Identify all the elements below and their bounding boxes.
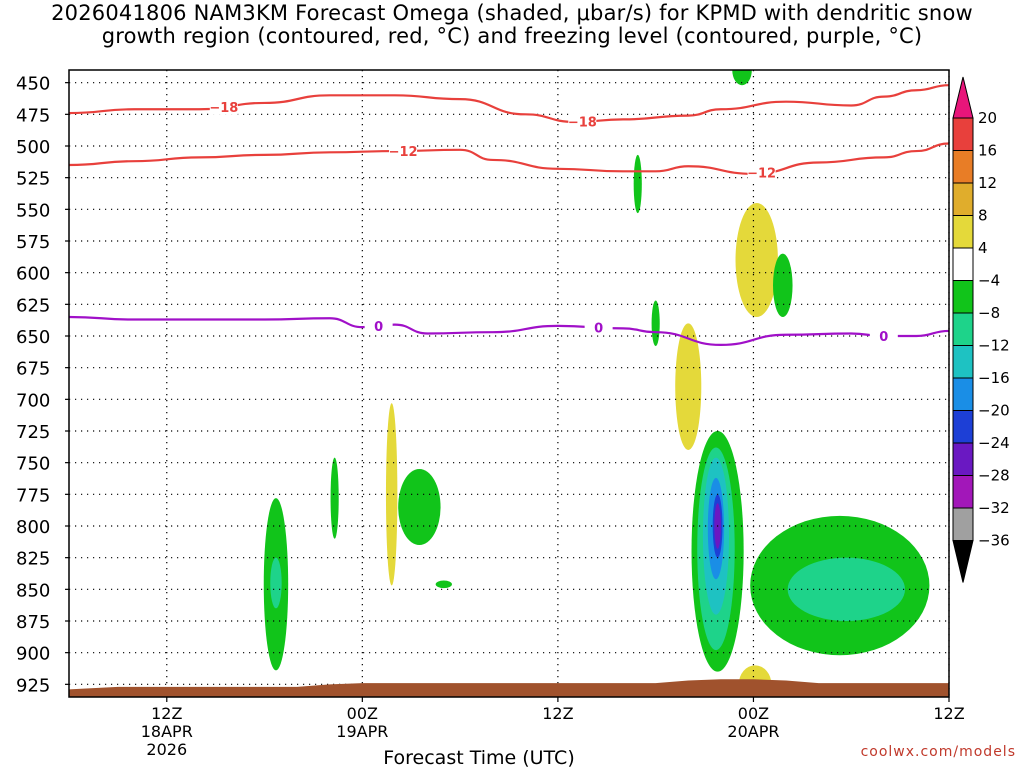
terrain-layer bbox=[69, 679, 949, 697]
colorbar-top-triangle bbox=[952, 76, 974, 119]
chart-title-line-1: 2026041806 NAM3KM Forecast Omega (shaded… bbox=[51, 1, 973, 25]
x-tick-label-24: 00Z bbox=[347, 704, 378, 723]
colorbar-label-8: −16 bbox=[978, 369, 1010, 387]
colorbar-box-2 bbox=[952, 182, 974, 216]
contour-label-bg-0-1 bbox=[568, 113, 597, 130]
y-tick-label-500: 500 bbox=[16, 137, 50, 158]
colorbar-label-3: 8 bbox=[978, 207, 988, 225]
colorbar-box-3 bbox=[952, 215, 974, 249]
x-tick-label-12: 12Z bbox=[151, 704, 182, 723]
x-tick-date-24: 19APR bbox=[336, 722, 388, 741]
x-tick-label-36: 12Z bbox=[542, 704, 573, 723]
y-tick-label-575: 575 bbox=[16, 232, 50, 253]
contour-label-0-1: −18 bbox=[568, 116, 597, 131]
colorbar-label-2: 12 bbox=[978, 174, 997, 192]
omega-region-19 bbox=[787, 557, 905, 621]
colorbar-box-12 bbox=[952, 507, 974, 541]
colorbar-box-6 bbox=[952, 312, 974, 346]
omega-region-4 bbox=[651, 300, 660, 347]
colorbar-box-11 bbox=[952, 475, 974, 509]
colorbar-box-1 bbox=[952, 150, 974, 184]
colorbar-label-11: −28 bbox=[978, 467, 1010, 485]
colorbar-box-5 bbox=[952, 280, 974, 314]
contour-label-bg-1-1 bbox=[747, 164, 776, 181]
y-tick-label-925: 925 bbox=[16, 675, 50, 696]
x-tick-label-48: 00Z bbox=[738, 704, 769, 723]
contour-label-1-1: −12 bbox=[747, 166, 776, 181]
y-tick-label-900: 900 bbox=[16, 644, 50, 665]
y-tick-label-550: 550 bbox=[16, 200, 50, 221]
y-tick-label-475: 475 bbox=[16, 105, 50, 126]
omega-region-3 bbox=[773, 253, 793, 317]
contour-label-2-2: 0 bbox=[879, 330, 888, 345]
contour-label-bg-1-0 bbox=[389, 142, 418, 159]
omega-region-5 bbox=[675, 323, 702, 450]
y-tick-label-800: 800 bbox=[16, 517, 50, 538]
colorbar-label-6: −8 bbox=[978, 304, 1000, 322]
x-tick-date-12: 18APR bbox=[141, 722, 193, 741]
omega-region-1 bbox=[633, 154, 642, 214]
colorbar-label-9: −20 bbox=[978, 402, 1010, 420]
chart-title-line-2: growth region (contoured, red, °C) and f… bbox=[101, 24, 923, 48]
contour-label-2-1: 0 bbox=[594, 321, 603, 336]
colorbar-label-12: −32 bbox=[978, 499, 1010, 517]
colorbar: 20 16 12 8 4 −4 −8 −12 −16 −20 −24 −28 −32 −36 bbox=[952, 76, 1010, 583]
contour-label-bg-2-1 bbox=[584, 319, 613, 336]
y-tick-label-625: 625 bbox=[16, 295, 50, 316]
contour-line-0 bbox=[69, 84, 949, 124]
x-tick-label-60: 12Z bbox=[933, 704, 964, 723]
colorbar-box-7 bbox=[952, 345, 974, 379]
y-tick-label-700: 700 bbox=[16, 390, 50, 411]
watermark: coolwx.com/models bbox=[860, 744, 1016, 760]
plot-frame bbox=[68, 69, 950, 698]
colorbar-box-4 bbox=[952, 247, 974, 281]
axes: 450 475 500 525 550 575 600 625 650 675 700 725 750 7… bbox=[16, 69, 965, 768]
omega-region-11 bbox=[270, 557, 282, 609]
colorbar-box-8 bbox=[952, 377, 974, 411]
contour-line-2 bbox=[69, 315, 949, 346]
y-tick-label-775: 775 bbox=[16, 485, 50, 506]
y-tick-label-525: 525 bbox=[16, 169, 50, 190]
y-tick-label-450: 450 bbox=[16, 74, 50, 95]
y-tick-label-875: 875 bbox=[16, 612, 50, 633]
colorbar-label-0: 20 bbox=[978, 109, 997, 127]
omega-region-10 bbox=[435, 580, 452, 589]
omega-region-2 bbox=[735, 203, 778, 317]
y-tick-label-675: 675 bbox=[16, 359, 50, 380]
contour-label-bg-0-0 bbox=[209, 98, 238, 115]
terrain-fill bbox=[69, 679, 949, 697]
contour-label-0-0: −18 bbox=[209, 101, 238, 116]
colorbar-label-1: 16 bbox=[978, 142, 997, 160]
colorbar-bottom-triangle bbox=[952, 540, 974, 583]
y-tick-label-600: 600 bbox=[16, 264, 50, 285]
colorbar-label-10: −24 bbox=[978, 434, 1010, 452]
colorbar-box-0 bbox=[952, 117, 974, 151]
x-tick-date-48: 20APR bbox=[727, 722, 779, 741]
omega-region-6 bbox=[385, 403, 398, 586]
y-tick-label-725: 725 bbox=[16, 422, 50, 443]
y-tick-label-750: 750 bbox=[16, 454, 50, 475]
omega-region-7 bbox=[330, 457, 339, 539]
contour-layer: −18 −18 −12 −12 0 0 0 bbox=[69, 84, 949, 346]
colorbar-label-13: −36 bbox=[978, 532, 1010, 550]
omega-region-0 bbox=[732, 70, 752, 86]
y-tick-label-850: 850 bbox=[16, 580, 50, 601]
contour-label-2-0: 0 bbox=[374, 320, 383, 335]
colorbar-label-7: −12 bbox=[978, 337, 1010, 355]
colorbar-box-9 bbox=[952, 410, 974, 444]
colorbar-label-4: 4 bbox=[978, 239, 988, 257]
contour-label-1-0: −12 bbox=[389, 145, 418, 160]
x-tick-year-12: 2026 bbox=[146, 740, 187, 759]
contour-label-bg-2-2 bbox=[869, 328, 898, 344]
contour-label-bg-2-0 bbox=[364, 317, 393, 334]
chart-title: 2026041806 NAM3KM Forecast Omega (shaded… bbox=[0, 2, 1024, 48]
contour-line-1 bbox=[69, 142, 949, 175]
y-tick-label-825: 825 bbox=[16, 549, 50, 570]
colorbar-box-10 bbox=[952, 442, 974, 476]
x-axis-label: Forecast Time (UTC) bbox=[383, 747, 574, 768]
colorbar-label-5: −4 bbox=[978, 272, 1000, 290]
y-tick-label-650: 650 bbox=[16, 327, 50, 348]
omega-region-8 bbox=[398, 469, 441, 545]
